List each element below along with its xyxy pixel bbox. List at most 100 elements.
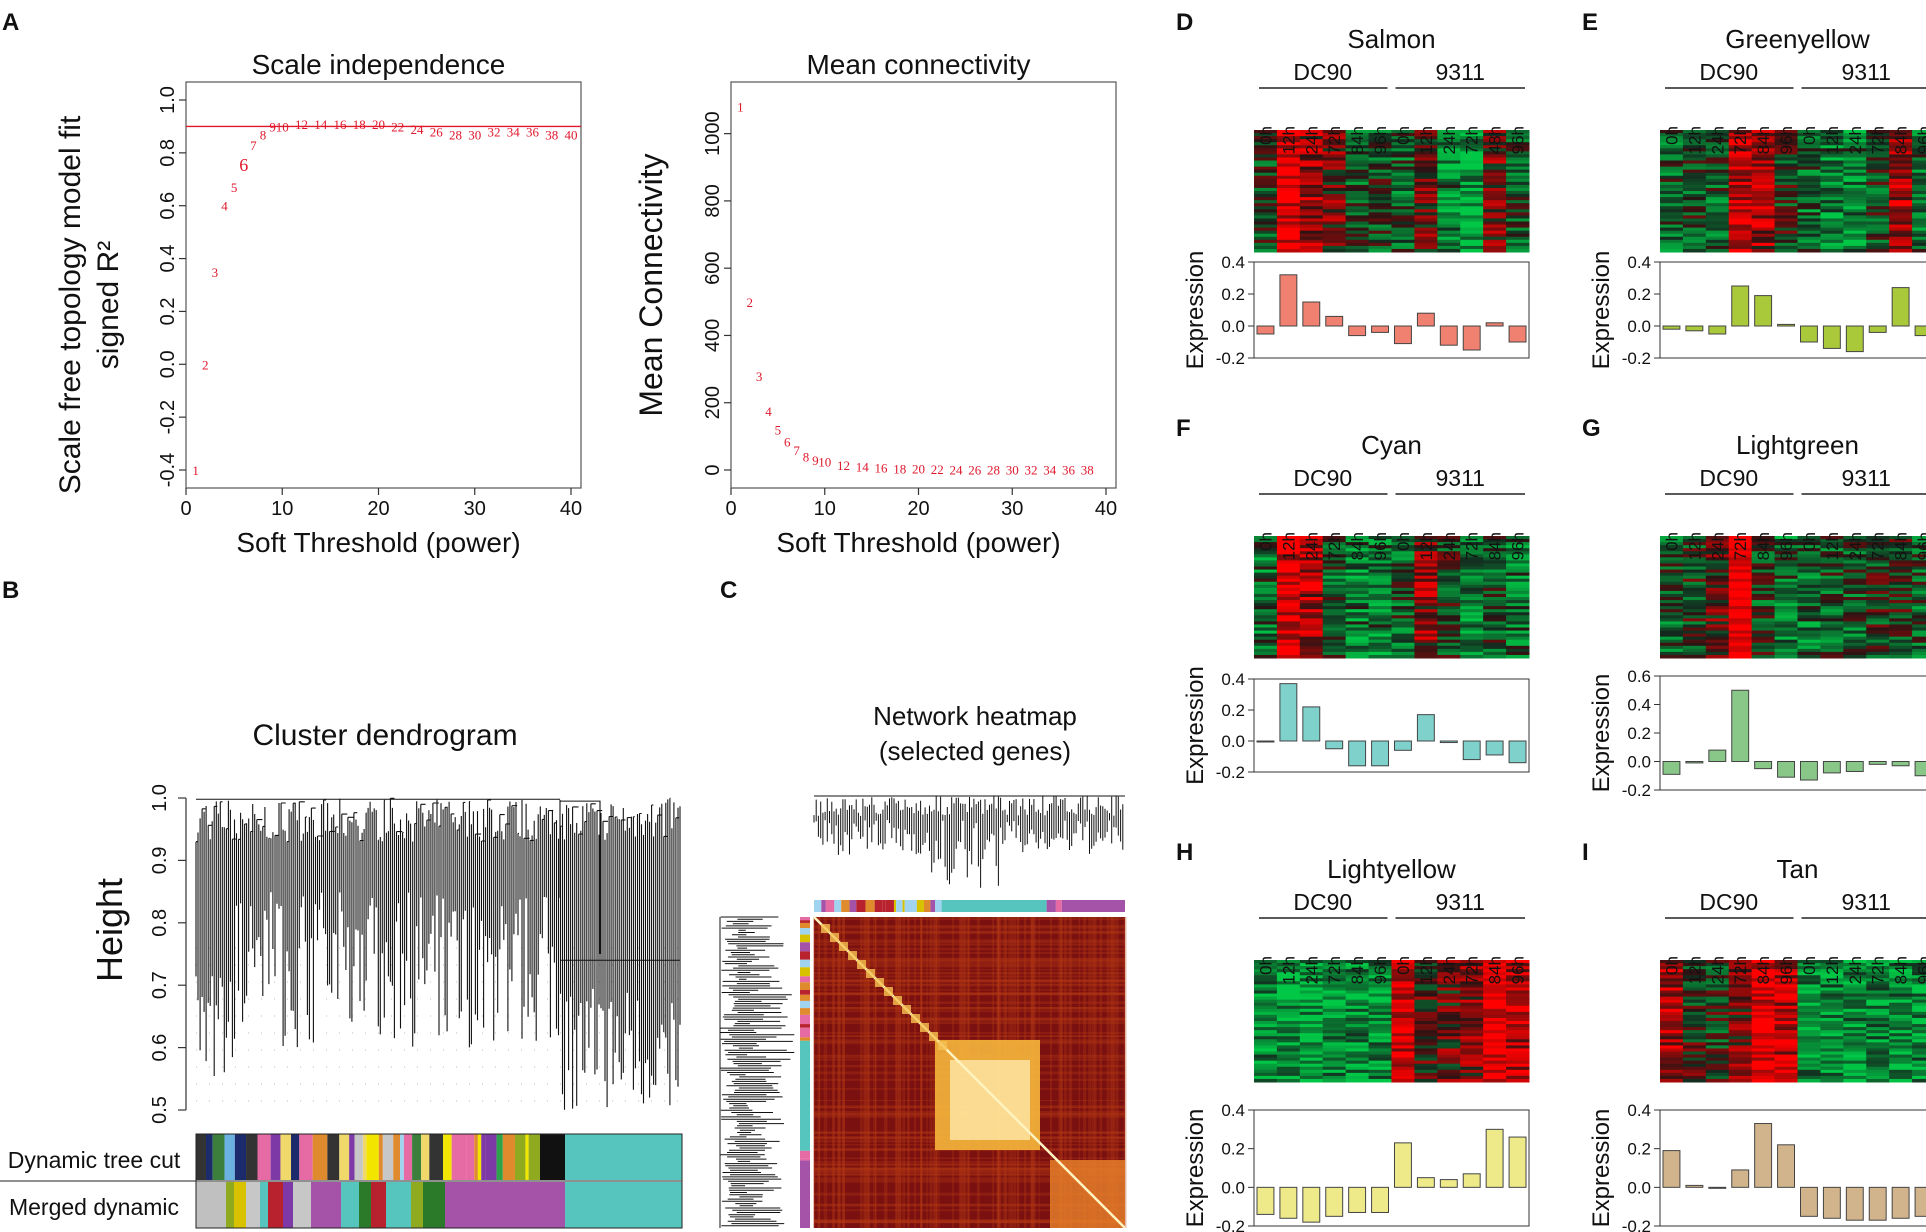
heatmap-cell: [1483, 1075, 1507, 1080]
heatmap-cell: [1660, 569, 1684, 574]
heatmap-cell: [1912, 148, 1926, 152]
heatmap-cell: [1299, 960, 1324, 964]
heatmap-cell: [1483, 621, 1507, 625]
heatmap-cell: [1483, 239, 1507, 244]
heatmap-cell: [1506, 630, 1530, 635]
heatmap-cell: [1843, 1054, 1867, 1059]
heatmap-cell: [1820, 212, 1844, 216]
heatmap-cell: [1728, 972, 1753, 976]
scatter-point-label: 6: [784, 434, 791, 449]
heatmap-cell: [1460, 1017, 1484, 1022]
heatmap-cell: [1345, 181, 1370, 186]
heatmap-cell: [1483, 1017, 1507, 1022]
heatmap-cell: [1414, 178, 1438, 183]
heatmap-cell: [1660, 1002, 1684, 1007]
heatmap-cell: [1299, 648, 1324, 653]
expression-panel-lightyellow: [1248, 917, 1530, 1227]
module-stripe: [800, 1150, 810, 1159]
heatmap-cell: [1797, 1021, 1821, 1025]
heatmap-cell: [1820, 145, 1844, 149]
heatmap-cell: [1682, 597, 1707, 601]
heatmap-cell: [1254, 572, 1278, 577]
heatmap-cell: [1276, 206, 1301, 210]
heatmap-cell: [1299, 133, 1324, 137]
heatmap-cell: [1437, 615, 1461, 619]
heatmap-cell: [1437, 1021, 1461, 1025]
heatmap-cell: [1391, 1005, 1415, 1010]
heatmap-cell: [1414, 1069, 1438, 1074]
heatmap-cell: [1866, 242, 1890, 247]
heatmap-cell: [1751, 191, 1776, 195]
heatmap-cell: [1751, 566, 1776, 571]
heatmap-cell: [1660, 1011, 1684, 1016]
time-label: 72h: [1869, 126, 1888, 154]
heatmap-cell: [1728, 621, 1753, 625]
heatmap-cell: [1322, 975, 1347, 979]
heatmap-cell: [1797, 627, 1821, 632]
heatmap-cell: [1276, 651, 1301, 656]
heatmap-cell: [1437, 981, 1461, 985]
heatmap-cell: [1322, 160, 1347, 165]
heatmap-cell: [1391, 145, 1415, 149]
heatmap-cell: [1299, 1039, 1324, 1043]
heatmap-cell: [1368, 1008, 1392, 1013]
heatmap-cell: [1728, 133, 1753, 137]
heatmap-cell: [1299, 1066, 1324, 1071]
heatmap-cell: [1912, 975, 1926, 979]
heatmap-cell: [1912, 169, 1926, 174]
heatmap-cell: [1843, 139, 1867, 143]
heatmap-cell: [1414, 172, 1438, 177]
heatmap-cell: [1460, 978, 1484, 982]
heatmap-cell: [1506, 130, 1530, 134]
expression-heatmap: [1660, 960, 1926, 1083]
heatmap-cell: [1774, 545, 1798, 549]
heatmap-cell: [1797, 654, 1821, 659]
heatmap-cell: [1843, 157, 1867, 161]
heatmap-cell: [1391, 230, 1415, 235]
heatmap-cell: [1889, 609, 1913, 613]
heatmap-cell: [1391, 969, 1415, 973]
heatmap-cell: [1660, 142, 1684, 146]
heatmap-cell: [1299, 545, 1324, 549]
heatmap-cell: [1889, 227, 1913, 232]
heatmap-cell: [1843, 200, 1867, 204]
heatmap-cell: [1368, 603, 1392, 607]
heatmap-cell: [1254, 1039, 1278, 1043]
heatmap-cell: [1254, 212, 1278, 216]
heatmap-cell: [1705, 639, 1730, 644]
heatmap-cell: [1506, 157, 1530, 161]
heatmap-cell: [1843, 618, 1867, 622]
heatmap-cell: [1368, 1066, 1392, 1071]
heatmap-cell: [1276, 1057, 1301, 1062]
heatmap-cell: [1889, 1017, 1913, 1022]
heatmap-cell: [1276, 606, 1301, 610]
heatmap-cell: [1322, 536, 1347, 540]
heatmap-cell: [1299, 1002, 1324, 1007]
heatmap-cell: [1254, 209, 1278, 213]
heatmap-cell: [1506, 563, 1530, 567]
heatmap-cell: [1751, 639, 1776, 644]
heatmap-cell: [1299, 227, 1324, 232]
scatter-point-label: 7: [250, 138, 257, 153]
heatmap-cell: [1866, 215, 1890, 219]
heatmap-cell: [1774, 230, 1798, 235]
module-stripe: [800, 1008, 810, 1015]
heatmap-cell: [1322, 584, 1347, 589]
heatmap-cell: [1728, 1017, 1753, 1022]
bar-chart-frame: [1253, 1109, 1530, 1227]
heatmap-cell: [1682, 233, 1707, 238]
heatmap-cell: [1322, 645, 1347, 650]
heatmap-cell: [1912, 563, 1926, 567]
heatmap-cell: [1682, 1033, 1707, 1037]
heatmap-cell: [1843, 999, 1867, 1004]
heatmap-cell: [1299, 581, 1324, 586]
heatmap-cell: [1391, 1075, 1415, 1080]
heatmap-cell: [1660, 624, 1684, 628]
heatmap-cell: [1660, 1069, 1684, 1074]
heatmap-cell: [1276, 239, 1301, 244]
time-label: 24h: [1846, 956, 1865, 984]
expression-bar: [1891, 761, 1910, 767]
heatmap-cell: [1322, 1021, 1347, 1025]
heatmap-cell: [1299, 1042, 1324, 1046]
heatmap-cell: [1460, 227, 1484, 232]
